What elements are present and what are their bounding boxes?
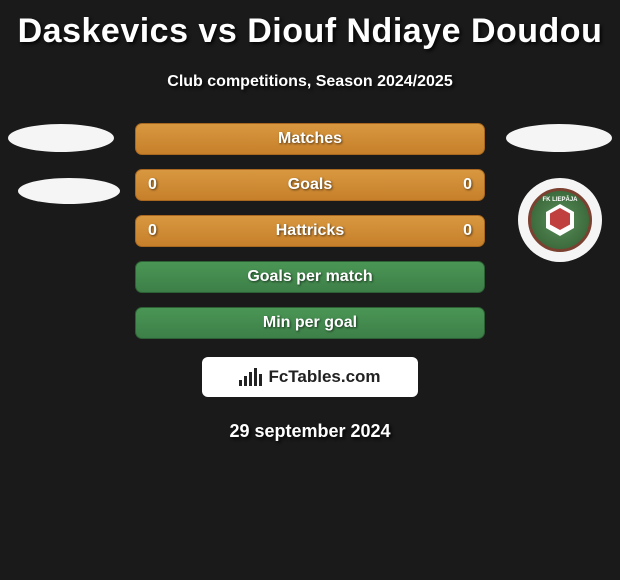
stat-bar: Min per goal xyxy=(135,307,485,339)
bar-chart-icon xyxy=(239,368,262,386)
stat-value-left: 0 xyxy=(148,222,157,240)
stats-container: Matches Goals 0 0 Hattricks 0 0 Goals per match… xyxy=(0,123,620,339)
stat-bar: Matches xyxy=(135,123,485,155)
stat-value-right: 0 xyxy=(463,176,472,194)
icon-bar xyxy=(254,368,257,386)
stat-row: Hattricks 0 0 xyxy=(0,215,620,247)
stat-row: Min per goal xyxy=(0,307,620,339)
stat-value-right: 0 xyxy=(463,222,472,240)
stat-label: Min per goal xyxy=(263,314,357,332)
stat-bar-wrap: Matches xyxy=(135,123,485,155)
stat-label: Goals per match xyxy=(247,268,372,286)
fctables-label: FcTables.com xyxy=(268,367,380,387)
stat-bar: Hattricks 0 0 xyxy=(135,215,485,247)
stat-bar-wrap: Goals per match xyxy=(135,261,485,293)
stat-row: Goals per match xyxy=(0,261,620,293)
stat-bar-wrap: Hattricks 0 0 xyxy=(135,215,485,247)
icon-bar xyxy=(244,376,247,386)
stat-bar-wrap: Min per goal xyxy=(135,307,485,339)
stat-row: Matches xyxy=(0,123,620,155)
page-title: Daskevics vs Diouf Ndiaye Doudou xyxy=(0,0,620,51)
stat-label: Goals xyxy=(288,176,332,194)
icon-bar xyxy=(259,374,262,386)
fctables-badge: FcTables.com xyxy=(202,357,418,397)
icon-bar xyxy=(239,380,242,386)
stat-label: Matches xyxy=(278,130,342,148)
stat-label: Hattricks xyxy=(276,222,344,240)
stat-bar: Goals 0 0 xyxy=(135,169,485,201)
date-label: 29 september 2024 xyxy=(0,421,620,442)
stat-bar: Goals per match xyxy=(135,261,485,293)
subtitle: Club competitions, Season 2024/2025 xyxy=(0,73,620,91)
stat-bar-wrap: Goals 0 0 xyxy=(135,169,485,201)
stat-value-left: 0 xyxy=(148,176,157,194)
icon-bar xyxy=(249,372,252,386)
stat-row: Goals 0 0 xyxy=(0,169,620,201)
